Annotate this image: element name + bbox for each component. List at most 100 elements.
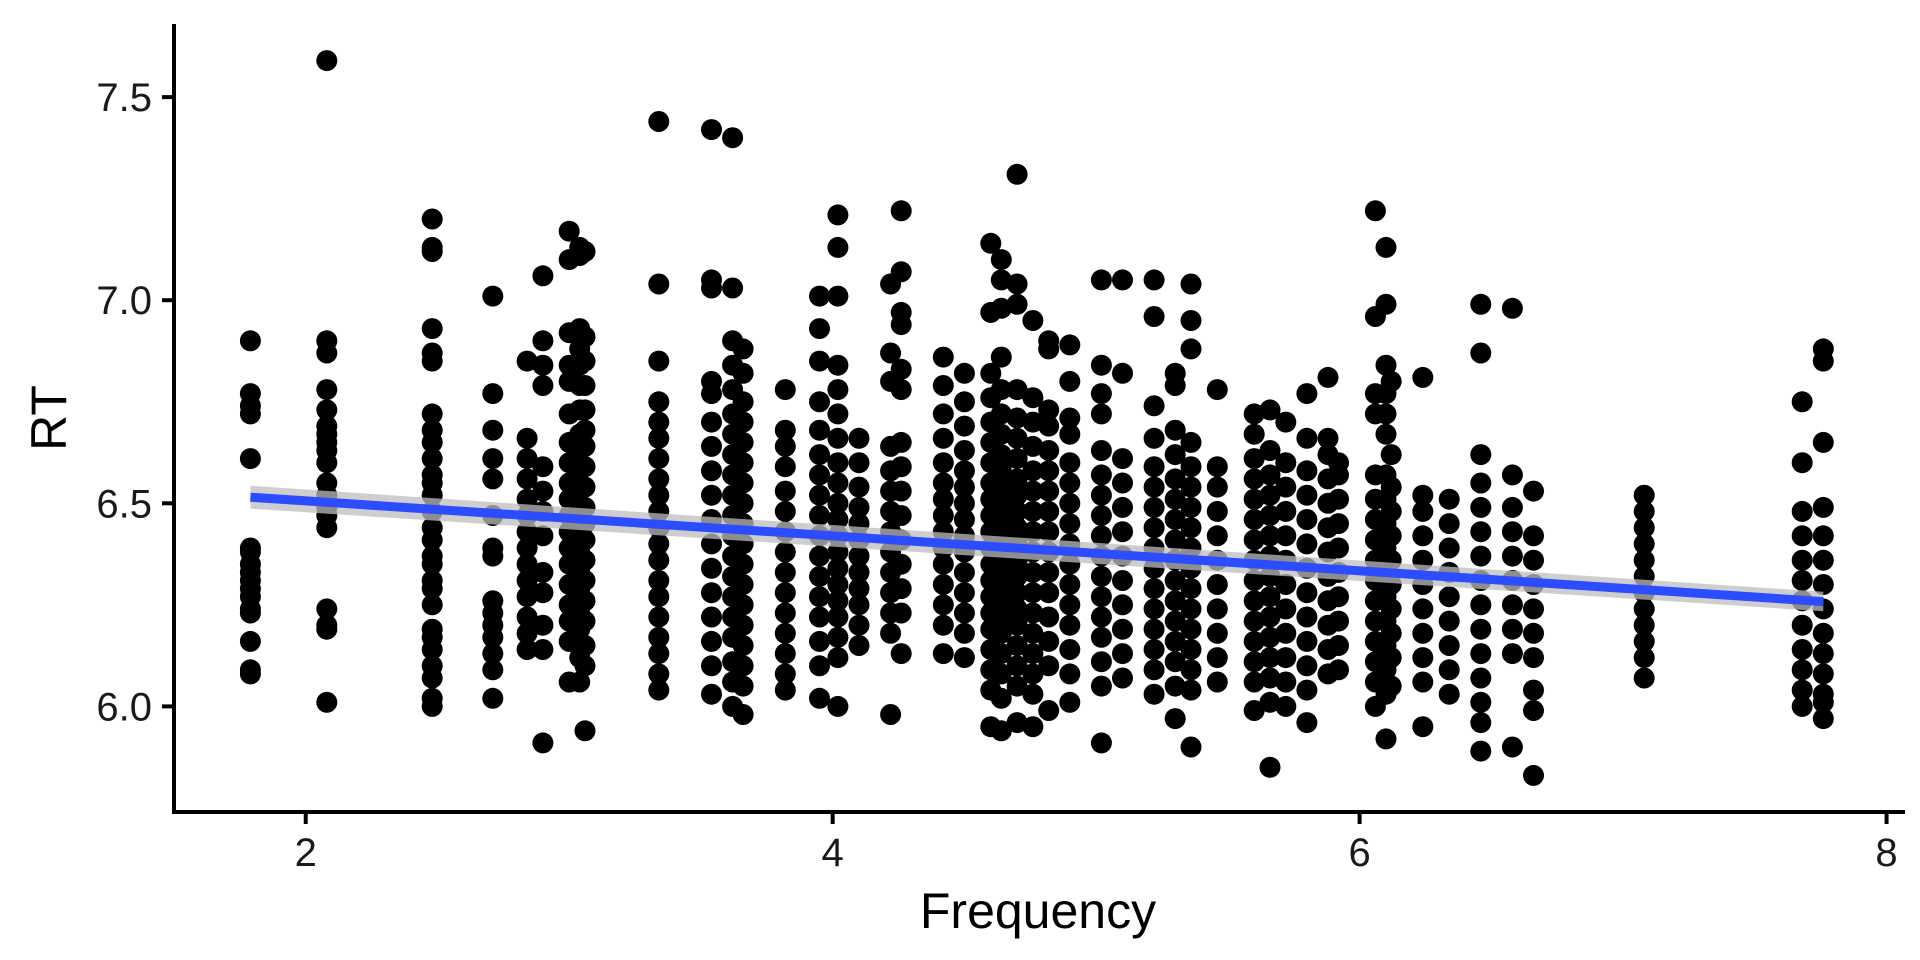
data-point-19-10: [932, 452, 954, 474]
data-point-48-9: [1791, 500, 1813, 522]
data-point-22-19: [990, 346, 1012, 368]
data-point-3-12: [482, 419, 504, 441]
data-point-1-17: [316, 330, 338, 352]
data-point-10-8: [701, 484, 722, 506]
data-point-48-3: [1791, 639, 1813, 660]
data-point-8-14: [574, 399, 596, 421]
y-tick-label-1: 6.5: [96, 482, 152, 526]
data-point-18-14: [890, 200, 912, 222]
data-point-10-13: [701, 370, 722, 392]
data-point-34-0: [1259, 756, 1281, 778]
data-point-20-11: [953, 440, 975, 461]
data-point-19-7: [932, 505, 954, 526]
data-point-13-10: [774, 480, 796, 502]
data-point-33-6: [1243, 570, 1265, 591]
data-point-2-11: [421, 545, 443, 567]
data-point-27-0: [1090, 732, 1112, 754]
data-point-44-2: [1470, 691, 1492, 713]
data-point-13-0: [774, 679, 796, 701]
data-point-34-1: [1259, 691, 1281, 713]
data-point-15-2: [827, 626, 849, 648]
data-point-43-1: [1438, 659, 1460, 681]
data-point-25-12: [1038, 415, 1060, 437]
data-point-5-0: [532, 732, 554, 754]
data-point-22-2: [990, 663, 1012, 685]
data-point-33-9: [1243, 509, 1265, 530]
data-point-47-4: [1633, 598, 1655, 620]
data-point-20-0: [953, 647, 975, 669]
data-point-31-4: [1180, 618, 1202, 640]
data-point-5-2: [532, 614, 554, 636]
data-point-22-11: [990, 509, 1012, 530]
data-point-12-10: [732, 492, 754, 514]
data-point-19-9: [932, 472, 954, 494]
data-point-32-8: [1206, 476, 1228, 498]
data-point-10-5: [701, 557, 722, 579]
data-point-22-8: [990, 557, 1012, 579]
data-point-0-11: [239, 537, 261, 559]
data-point-10-4: [701, 582, 722, 604]
data-point-47-0: [1633, 667, 1655, 689]
data-point-9-7: [648, 549, 670, 571]
data-point-14-15: [809, 318, 830, 340]
data-point-5-4: [532, 561, 554, 583]
data-point-44-6: [1470, 594, 1492, 616]
data-point-10-10: [701, 435, 722, 457]
data-point-25-2: [1038, 630, 1060, 652]
data-point-19-14: [932, 346, 954, 368]
data-point-8-6: [574, 549, 596, 571]
data-point-23-11: [1006, 500, 1028, 522]
data-point-2-3: [421, 655, 443, 677]
data-point-46-5: [1523, 598, 1544, 620]
data-point-19-2: [932, 594, 954, 616]
data-point-14-1: [809, 655, 830, 677]
data-point-29-0: [1143, 683, 1165, 705]
data-point-22-14: [990, 460, 1012, 482]
data-point-25-7: [1038, 521, 1060, 543]
data-point-8-3: [574, 610, 596, 632]
data-point-11-18: [722, 277, 744, 299]
data-point-30-5: [1164, 590, 1186, 612]
data-point-20-14: [953, 362, 975, 384]
data-point-25-3: [1038, 606, 1060, 628]
data-point-18-3: [890, 553, 912, 575]
data-point-28-8: [1112, 472, 1133, 494]
data-point-47-7: [1633, 549, 1655, 571]
data-point-40-0: [1375, 728, 1397, 750]
data-point-1-3: [316, 598, 338, 620]
data-point-2-18: [421, 448, 443, 470]
data-point-18-5: [890, 505, 912, 526]
data-point-15-14: [827, 403, 849, 425]
data-point-15-17: [827, 285, 849, 307]
data-point-16-8: [848, 496, 870, 518]
data-point-0-1: [239, 659, 261, 681]
data-point-48-8: [1791, 525, 1813, 547]
y-tick-label-0: 6.0: [96, 685, 152, 729]
data-point-33-1: [1243, 671, 1265, 693]
data-point-26-9: [1059, 492, 1081, 514]
data-point-25-0: [1038, 700, 1060, 721]
data-point-43-4: [1438, 586, 1460, 608]
data-point-18-10: [890, 358, 912, 380]
data-point-14-0: [809, 687, 830, 709]
data-point-34-10: [1259, 505, 1281, 526]
data-point-9-12: [648, 468, 670, 490]
data-point-43-0: [1438, 683, 1460, 705]
data-point-27-6: [1090, 565, 1112, 587]
data-point-33-5: [1243, 590, 1265, 612]
data-point-31-2: [1180, 659, 1202, 681]
data-point-3-6: [482, 590, 504, 612]
data-point-27-5: [1090, 586, 1112, 608]
data-point-35-7: [1275, 525, 1297, 547]
data-point-20-8: [953, 492, 975, 514]
data-point-47-2: [1633, 630, 1655, 652]
data-point-43-3: [1438, 610, 1460, 632]
data-point-32-1: [1206, 647, 1228, 669]
data-point-41-2: [1380, 622, 1402, 644]
data-point-23-20: [1006, 163, 1028, 185]
data-point-32-0: [1206, 671, 1228, 693]
data-point-38-3: [1328, 586, 1349, 608]
data-point-39-15: [1364, 200, 1386, 222]
data-point-12-17: [732, 338, 754, 360]
data-point-12-3: [732, 635, 754, 656]
